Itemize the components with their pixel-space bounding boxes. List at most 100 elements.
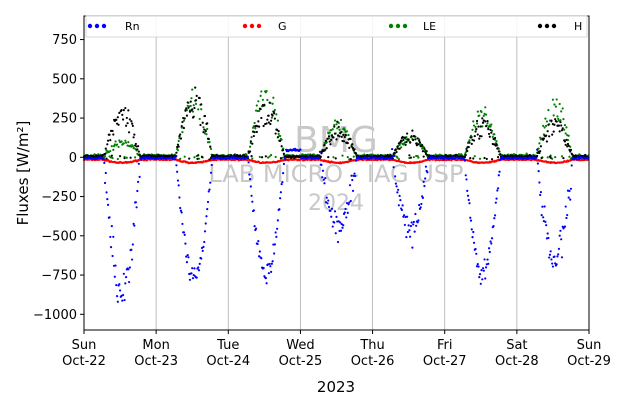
rn-point bbox=[183, 233, 186, 236]
rn-point bbox=[250, 194, 253, 197]
rn-point bbox=[268, 262, 271, 266]
rn-point bbox=[318, 156, 321, 159]
rn-point bbox=[411, 246, 414, 249]
le-point bbox=[543, 126, 546, 129]
rn-point bbox=[466, 194, 470, 197]
h-point bbox=[414, 138, 417, 141]
h-point bbox=[476, 133, 479, 136]
rn-point bbox=[442, 158, 446, 161]
legend-label: G bbox=[278, 20, 287, 33]
rn-point bbox=[490, 237, 494, 240]
rn-point bbox=[501, 155, 504, 158]
h-point bbox=[425, 150, 428, 153]
le-point bbox=[258, 109, 261, 113]
rn-point bbox=[321, 176, 324, 179]
rn-point bbox=[106, 203, 110, 206]
le-point bbox=[478, 157, 482, 160]
le-point bbox=[474, 125, 477, 129]
h-point bbox=[108, 133, 111, 136]
rn-point bbox=[253, 225, 256, 228]
rn-point bbox=[114, 264, 117, 267]
h-point bbox=[276, 128, 279, 132]
rn-point bbox=[499, 158, 502, 162]
rn-point bbox=[179, 209, 183, 212]
rn-point bbox=[131, 258, 134, 261]
h-point bbox=[270, 119, 273, 122]
h-point bbox=[353, 148, 356, 151]
rn-point bbox=[203, 240, 206, 244]
rn-point bbox=[353, 172, 356, 175]
le-point bbox=[257, 100, 260, 103]
rn-point bbox=[391, 147, 394, 151]
h-point bbox=[472, 139, 476, 142]
rn-point bbox=[406, 215, 409, 218]
le-point bbox=[468, 139, 471, 142]
rn-point bbox=[188, 278, 192, 281]
rn-point bbox=[204, 222, 207, 225]
rn-point bbox=[179, 206, 182, 210]
rn-point bbox=[124, 276, 128, 279]
h-point bbox=[409, 156, 412, 159]
h-point bbox=[327, 156, 330, 159]
y-axis: 750 500 250 0 −250 −500 −750 −1000 bbox=[33, 33, 84, 323]
rn-point bbox=[176, 179, 180, 182]
rn-point bbox=[472, 230, 475, 234]
h-point bbox=[348, 146, 351, 149]
h-point bbox=[417, 143, 420, 146]
h-point bbox=[487, 128, 490, 131]
le-point bbox=[555, 98, 558, 101]
le-point bbox=[280, 138, 283, 141]
rn-point bbox=[546, 232, 549, 235]
le-point bbox=[191, 110, 195, 113]
rn-point bbox=[339, 221, 342, 224]
h-point bbox=[398, 147, 401, 150]
le-point bbox=[336, 127, 339, 130]
h-point bbox=[271, 114, 274, 117]
h-point bbox=[397, 142, 400, 145]
h-point bbox=[196, 157, 199, 160]
h-point bbox=[493, 136, 497, 140]
le-point bbox=[254, 127, 257, 130]
le-point bbox=[112, 145, 116, 148]
h-point bbox=[260, 116, 263, 120]
h-point bbox=[185, 107, 188, 110]
rn-point bbox=[354, 159, 358, 162]
h-point bbox=[188, 110, 192, 113]
le-point bbox=[545, 124, 548, 127]
rn-point bbox=[535, 156, 538, 159]
le-point bbox=[490, 123, 493, 126]
rn-point bbox=[103, 181, 107, 185]
h-point bbox=[555, 120, 558, 123]
le-point bbox=[127, 141, 130, 144]
le-point bbox=[347, 133, 350, 137]
rn-point bbox=[390, 157, 393, 160]
rn-point bbox=[477, 265, 480, 268]
le-point bbox=[270, 116, 273, 119]
le-point bbox=[331, 128, 334, 131]
le-point bbox=[191, 88, 194, 91]
rn-point bbox=[134, 201, 137, 204]
h-point bbox=[349, 158, 352, 161]
legend-marker bbox=[551, 23, 557, 29]
rn-point bbox=[186, 254, 189, 257]
h-point bbox=[547, 123, 550, 126]
le-point bbox=[491, 135, 494, 138]
rn-point bbox=[414, 212, 417, 216]
rn-point bbox=[273, 243, 276, 246]
h-point bbox=[483, 156, 486, 160]
le-point bbox=[457, 153, 461, 156]
rn-point bbox=[185, 261, 189, 264]
rn-point bbox=[330, 215, 333, 218]
le-point bbox=[116, 157, 119, 161]
rn-point bbox=[281, 180, 284, 184]
le-point bbox=[478, 114, 481, 117]
h-point bbox=[339, 131, 343, 134]
rn-point bbox=[344, 207, 347, 211]
x-tick-date: Oct-25 bbox=[279, 354, 323, 369]
legend-marker bbox=[402, 23, 408, 29]
rn-point bbox=[191, 267, 194, 270]
h-point bbox=[195, 94, 198, 97]
rn-point bbox=[282, 162, 285, 166]
rn-point bbox=[415, 224, 418, 227]
